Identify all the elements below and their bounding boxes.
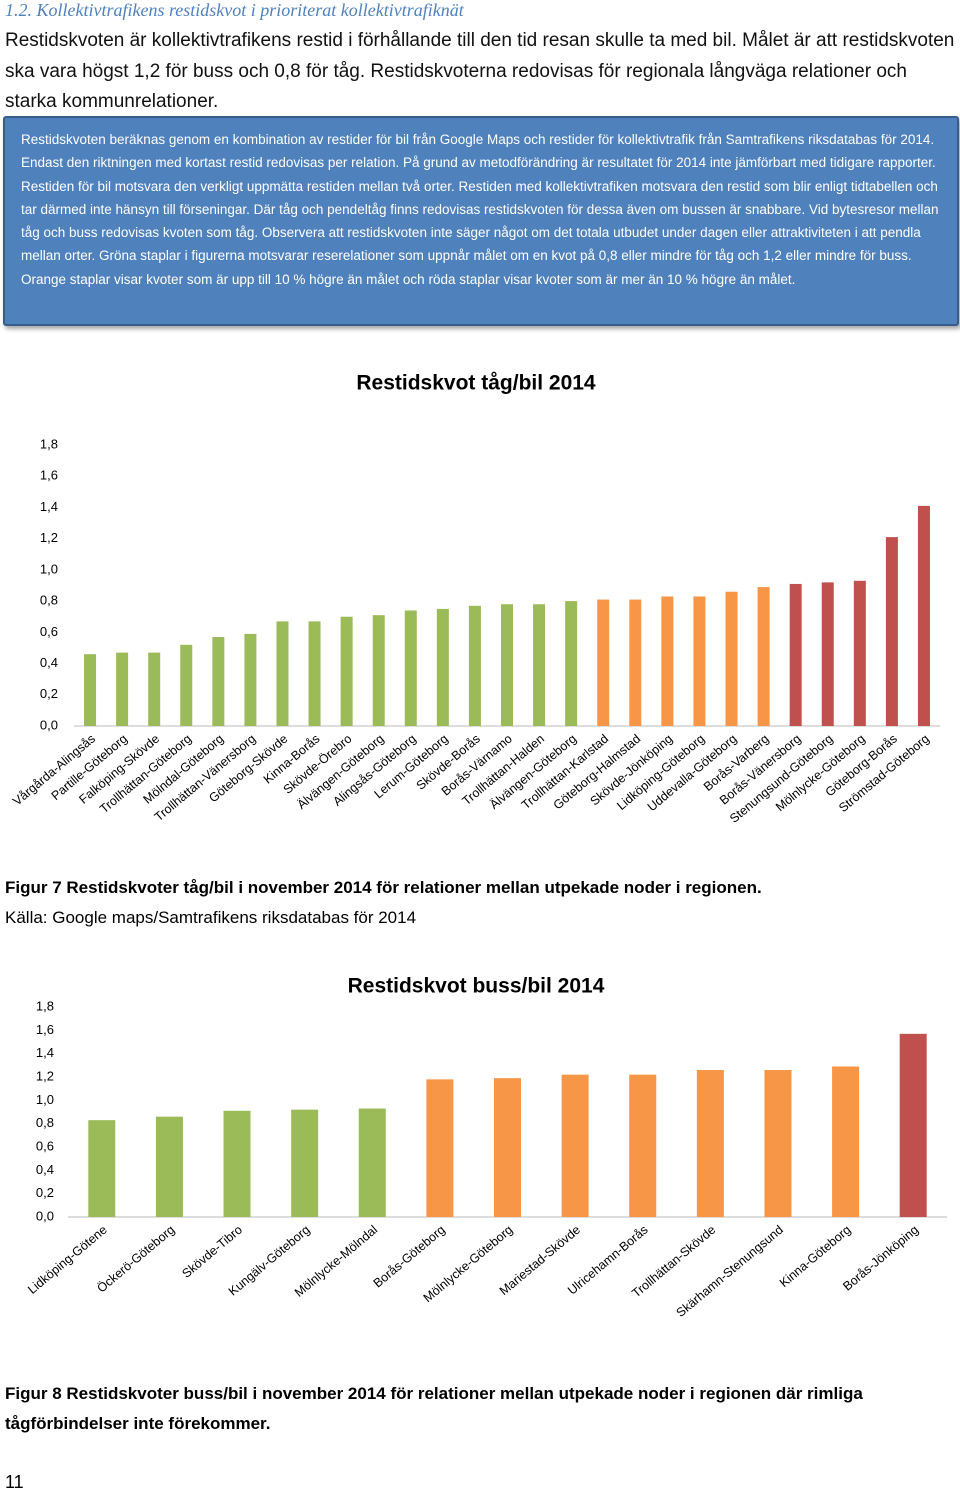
- caption: Figur 7 Restidskvoter tåg/bil i november…: [5, 873, 935, 933]
- bar: [358, 1108, 386, 1217]
- bar: [853, 580, 866, 726]
- bar: [899, 1033, 927, 1217]
- bar: [725, 591, 738, 726]
- y-tick-label: 1,2: [40, 530, 58, 545]
- bar: [696, 1070, 724, 1217]
- bar: [436, 608, 449, 726]
- y-tick-label: 1,8: [36, 998, 54, 1013]
- bar: [501, 604, 513, 726]
- chart-title: Restidskvot tåg/bil 2014: [356, 372, 596, 395]
- heading: 1.2. Kollektivtrafikens restidskvot i pr…: [5, 0, 464, 20]
- bar: [693, 596, 706, 726]
- y-tick-label: 0,4: [36, 1162, 54, 1177]
- bar: [468, 605, 481, 726]
- bar: [821, 582, 834, 726]
- bar: [789, 583, 802, 726]
- y-tick-label: 0,2: [40, 686, 58, 701]
- bar: [276, 621, 289, 726]
- bar: [764, 1070, 792, 1217]
- bar: [244, 633, 257, 726]
- bar: [148, 652, 161, 726]
- info-box: Restidskvoten beräknas genom en kombinat…: [3, 116, 959, 326]
- page-number: 11: [5, 1472, 24, 1492]
- bar: [404, 610, 417, 726]
- bar: [88, 1120, 116, 1217]
- x-tick-label: Kinna-Göteborg: [777, 1223, 854, 1290]
- y-tick-label: 1,6: [40, 468, 58, 483]
- bar: [340, 616, 353, 726]
- bar: [533, 604, 546, 726]
- bar: [116, 652, 129, 726]
- bar: [661, 596, 674, 726]
- y-tick-label: 0,2: [36, 1185, 54, 1200]
- y-tick-label: 0,0: [40, 717, 58, 732]
- y-tick-label: 1,2: [36, 1068, 54, 1083]
- bar: [308, 621, 321, 726]
- y-tick-label: 0,8: [36, 1115, 54, 1130]
- y-tick-label: 0,6: [40, 624, 58, 639]
- y-tick-label: 1,0: [40, 561, 58, 576]
- bar: [832, 1066, 860, 1217]
- bar: [494, 1078, 521, 1217]
- caption-title: Figur 8 Restidskvoter buss/bil i novembe…: [5, 1384, 863, 1433]
- bar: [629, 599, 642, 726]
- y-tick-label: 1,8: [40, 436, 58, 451]
- caption-title: Figur 7 Restidskvoter tåg/bil i november…: [5, 878, 762, 897]
- bar: [561, 1074, 589, 1217]
- y-tick-label: 1,4: [36, 1045, 54, 1060]
- y-tick-label: 0,0: [36, 1208, 54, 1223]
- y-tick-label: 0,6: [36, 1138, 54, 1153]
- bar: [84, 654, 97, 726]
- intro-text: Restidskvoten är kollektivtrafikens rest…: [5, 30, 955, 112]
- bar: [597, 599, 610, 726]
- bar: [426, 1079, 454, 1217]
- y-tick-label: 1,6: [36, 1022, 54, 1037]
- bar: [885, 537, 898, 726]
- bar: [291, 1109, 319, 1217]
- bar: [155, 1116, 183, 1217]
- bar: [917, 505, 930, 726]
- bar: [757, 587, 770, 726]
- bar: [223, 1110, 251, 1217]
- bar: [212, 637, 225, 726]
- y-tick-label: 0,4: [40, 655, 58, 670]
- y-tick-label: 1,0: [36, 1092, 54, 1107]
- y-tick-label: 1,4: [40, 499, 58, 514]
- x-tick-label: Skövde-Tibro: [179, 1223, 245, 1281]
- caption-source: Källa: Google maps/Samtrafikens riksdata…: [5, 908, 417, 927]
- bar: [180, 644, 193, 726]
- chart-title: Restidskvot buss/bil 2014: [348, 975, 605, 998]
- bar: [565, 601, 578, 726]
- bar: [629, 1074, 657, 1217]
- bar: [372, 615, 385, 726]
- y-tick-label: 0,8: [40, 593, 58, 608]
